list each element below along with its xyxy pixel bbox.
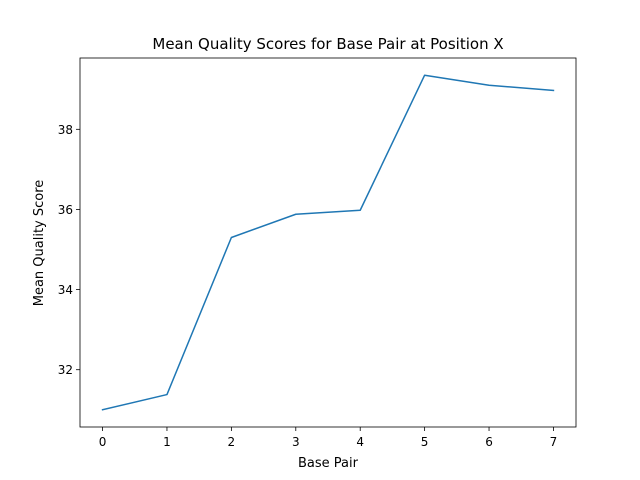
x-tick-label: 3 xyxy=(292,435,300,449)
y-tick-label: 32 xyxy=(58,363,73,377)
x-tick-label: 1 xyxy=(163,435,171,449)
x-tick-label: 0 xyxy=(99,435,107,449)
x-tick-label: 6 xyxy=(485,435,493,449)
y-tick-label: 34 xyxy=(58,283,73,297)
x-tick-label: 5 xyxy=(421,435,429,449)
x-tick-label: 4 xyxy=(356,435,364,449)
x-tick-label: 2 xyxy=(228,435,236,449)
chart-title: Mean Quality Scores for Base Pair at Pos… xyxy=(152,35,503,53)
series-line xyxy=(101,74,555,411)
y-tick-label: 38 xyxy=(58,123,73,137)
x-tick-label: 7 xyxy=(550,435,558,449)
y-axis-label: Mean Quality Score xyxy=(32,180,47,307)
y-tick-label: 36 xyxy=(58,203,73,217)
plot-frame xyxy=(79,57,577,428)
x-axis-label: Base Pair xyxy=(298,456,359,471)
